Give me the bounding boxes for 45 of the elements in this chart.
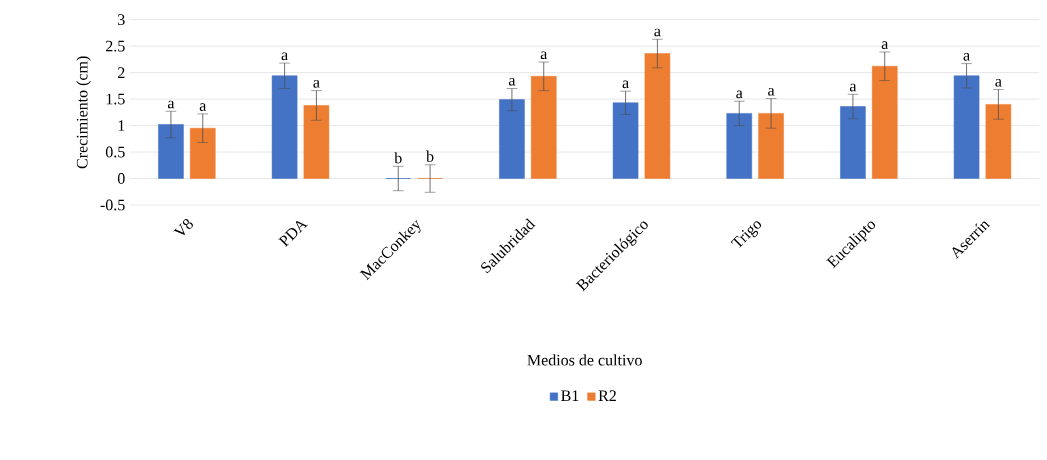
y-tick-label: -0.5	[100, 199, 125, 211]
data-label: a	[963, 53, 970, 61]
y-axis-title: Crecimiento (cm)	[76, 56, 91, 169]
x-tick-label: PDA	[278, 221, 308, 248]
data-label: b	[394, 152, 402, 164]
y-tick-label: 2	[118, 67, 125, 78]
bar	[871, 65, 898, 179]
y-tick-label: 0	[117, 173, 125, 184]
legend-label: B1	[561, 390, 579, 401]
data-label: b	[426, 150, 434, 162]
data-label: a	[622, 80, 629, 89]
x-tick-label: Trigo	[730, 221, 762, 248]
bar	[644, 53, 671, 179]
bar	[726, 113, 753, 179]
data-label: a	[881, 41, 889, 50]
data-label: a	[654, 28, 661, 37]
bar	[612, 102, 639, 179]
bar	[985, 104, 1012, 179]
y-tick-label: 1.5	[106, 93, 125, 105]
bar	[758, 113, 784, 179]
y-tick-label: 1	[118, 120, 125, 131]
data-label: a	[540, 51, 548, 60]
data-label: a	[199, 103, 207, 111]
legend-label: R2	[598, 390, 616, 401]
data-label: a	[508, 77, 516, 86]
bar	[840, 106, 866, 179]
data-label: a	[313, 80, 320, 88]
data-label: a	[768, 87, 775, 96]
x-axis-title: Medios de cultivo	[527, 354, 642, 366]
bar	[189, 127, 216, 179]
data-label: a	[167, 100, 175, 109]
data-label: a	[995, 78, 1002, 87]
bar	[271, 75, 298, 179]
y-tick-label: 0.5	[105, 146, 125, 158]
bar	[499, 99, 525, 179]
y-tick-label: 3	[118, 14, 125, 26]
bar	[953, 75, 980, 179]
bar	[303, 105, 330, 179]
data-label: a	[736, 90, 743, 99]
bar	[158, 124, 184, 179]
x-tick-label: V8	[173, 219, 193, 235]
y-tick-label: 2.5	[106, 40, 125, 52]
bar	[530, 76, 557, 179]
data-label: a	[849, 83, 857, 92]
data-label: a	[281, 52, 288, 61]
